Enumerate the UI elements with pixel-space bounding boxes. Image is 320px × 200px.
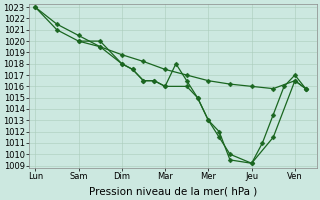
- X-axis label: Pression niveau de la mer( hPa ): Pression niveau de la mer( hPa ): [89, 187, 257, 197]
